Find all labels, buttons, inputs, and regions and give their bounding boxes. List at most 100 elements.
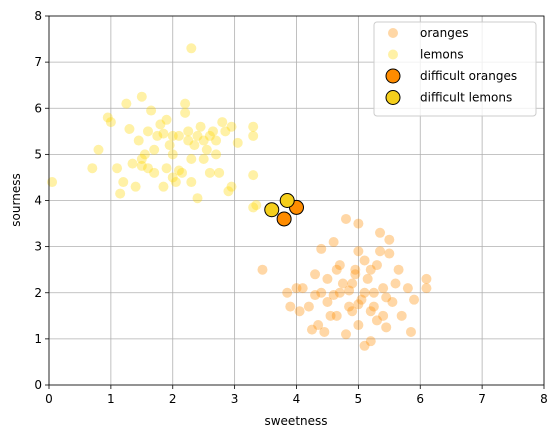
point [115, 188, 126, 199]
legend-label: lemons [420, 48, 464, 62]
x-tick-label: 0 [45, 392, 53, 406]
x-tick-label: 2 [169, 392, 177, 406]
point [368, 301, 379, 312]
point [257, 264, 268, 275]
point [170, 177, 181, 188]
point [375, 246, 386, 257]
y-tick-label: 8 [34, 9, 42, 23]
point [331, 310, 342, 321]
y-tick-label: 3 [34, 240, 42, 254]
point [207, 126, 218, 137]
point [112, 163, 123, 174]
x-tick-label: 1 [107, 392, 115, 406]
x-tick-label: 4 [293, 392, 301, 406]
point [127, 158, 138, 169]
point [149, 167, 160, 178]
point [139, 149, 150, 160]
point [164, 140, 175, 151]
point [378, 310, 389, 321]
point [359, 287, 370, 298]
point [310, 290, 321, 301]
point [180, 98, 191, 109]
y-tick-label: 4 [34, 194, 42, 208]
y-axis-label: sourness [9, 173, 23, 226]
point [328, 290, 339, 301]
x-tick-label: 8 [540, 392, 548, 406]
point [136, 91, 147, 102]
point [143, 126, 153, 137]
x-tick-label: 6 [416, 392, 424, 406]
point [47, 177, 58, 188]
point [384, 234, 395, 245]
point [353, 299, 364, 310]
point [186, 43, 197, 54]
point [105, 117, 116, 128]
point [350, 264, 361, 275]
point [87, 163, 98, 174]
point [378, 283, 389, 294]
point [285, 301, 296, 312]
point [341, 329, 351, 340]
point [167, 130, 178, 141]
point [133, 135, 144, 146]
point [282, 287, 293, 298]
point [347, 306, 358, 317]
point [396, 310, 407, 321]
legend-marker [388, 28, 398, 38]
y-tick-label: 0 [34, 378, 42, 392]
point [183, 126, 194, 137]
point [316, 287, 327, 298]
point [189, 140, 200, 151]
point [161, 114, 172, 125]
point [180, 107, 191, 118]
point [192, 193, 203, 204]
point [276, 211, 292, 227]
point [421, 273, 432, 284]
point [350, 269, 361, 280]
point [177, 167, 188, 178]
point [337, 278, 348, 289]
point [232, 137, 243, 148]
point [173, 130, 184, 141]
point [356, 294, 367, 305]
point [306, 324, 317, 335]
legend-marker [385, 90, 401, 105]
point [226, 121, 237, 132]
point [344, 301, 355, 312]
point [387, 296, 398, 307]
point [368, 287, 379, 298]
point [201, 144, 212, 155]
legend-label: difficult lemons [420, 91, 512, 105]
point [143, 163, 153, 174]
point [121, 98, 132, 109]
y-tick-label: 5 [34, 147, 42, 161]
point [173, 165, 184, 176]
legend-label: difficult oranges [420, 69, 517, 83]
point [344, 285, 355, 296]
point [319, 326, 330, 337]
point [365, 336, 376, 347]
y-tick-label: 2 [34, 286, 42, 300]
point [384, 248, 395, 259]
point [248, 130, 259, 141]
point [248, 170, 259, 181]
point [124, 124, 135, 135]
point [211, 149, 222, 160]
point [167, 172, 178, 183]
point [297, 283, 308, 294]
point [294, 306, 305, 317]
point [325, 310, 336, 321]
legend-marker [385, 68, 401, 84]
point [226, 181, 237, 192]
point [381, 292, 392, 303]
point [248, 202, 259, 213]
x-axis-label: sweetness [264, 414, 327, 428]
point [421, 283, 432, 294]
point [149, 144, 160, 155]
point [353, 218, 364, 229]
point [334, 260, 345, 271]
plot-frame [48, 15, 545, 386]
point [130, 181, 141, 192]
point [365, 306, 376, 317]
